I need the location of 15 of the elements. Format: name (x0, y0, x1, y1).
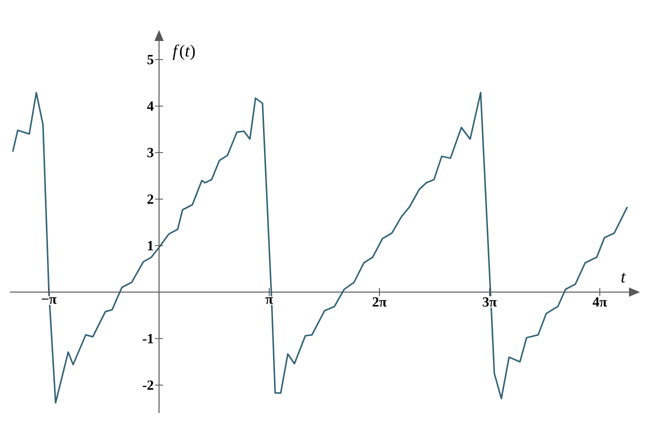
x-tick-label: π (266, 297, 273, 304)
x-axis-title: t (622, 272, 626, 283)
y-tick-label: 4 (147, 102, 154, 111)
y-tick-label: -1 (142, 334, 154, 344)
x-tick-label: −π (42, 297, 57, 304)
y-tick-label: 5 (147, 54, 154, 64)
y-axis-title: f(t) (172, 44, 195, 60)
y-tick-label: 3 (147, 148, 154, 158)
y-tick-label: -2 (142, 380, 154, 390)
x-tick-label: 4π (592, 297, 607, 307)
y-tick-label: 2 (147, 194, 154, 204)
line-series (12, 92, 628, 404)
x-tick-label: 2π (372, 297, 387, 307)
y-tick-label: 1 (148, 240, 154, 250)
x-tick-label: 3π (482, 297, 497, 307)
